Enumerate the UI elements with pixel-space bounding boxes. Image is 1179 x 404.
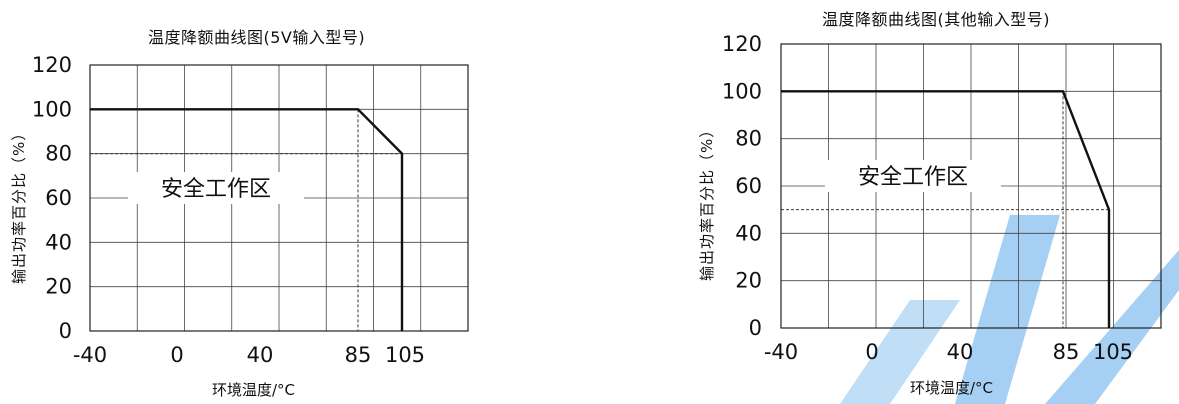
y-tick-label: 100 — [32, 97, 72, 121]
derating-curve — [90, 108, 404, 331]
y-tick-label: 40 — [735, 221, 762, 245]
chart-title: 温度降额曲线图(5V输入型号) — [148, 28, 366, 47]
safe-zone-box — [128, 172, 304, 204]
y-tick-label: 120 — [722, 32, 762, 56]
chart-panel-other: 温度降额曲线图(其他输入型号) 输出功率百分比（%） 环境温度/°C 安全工作区… — [640, 0, 1179, 404]
y-tick-label: 60 — [735, 174, 762, 198]
safe-zone-label: 安全工作区 — [161, 177, 271, 202]
y-tick-label: 80 — [735, 127, 762, 151]
y-tick-label: 20 — [735, 269, 762, 293]
watermark-stripe-left — [955, 215, 1060, 404]
plot-frame — [89, 64, 469, 332]
x-tick-label: 0 — [865, 340, 878, 364]
chart-title: 温度降额曲线图(其他输入型号) — [822, 10, 1050, 29]
safe-zone-label: 安全工作区 — [858, 165, 968, 190]
y-tick-label: 40 — [45, 230, 72, 254]
x-tick-label: 85 — [1053, 340, 1080, 364]
x-axis-label: 环境温度/°C — [910, 379, 994, 397]
x-tick-label: 40 — [247, 343, 274, 367]
plot-frame — [780, 43, 1162, 329]
x-tick-label: 105 — [385, 343, 425, 367]
y-tick-label: 80 — [45, 142, 72, 166]
y-tick-label: 60 — [45, 186, 72, 210]
x-tick-label: 105 — [1093, 340, 1133, 364]
x-tick-label: -40 — [73, 343, 107, 367]
y-tick-label: 20 — [45, 275, 72, 299]
watermark-stripe-right — [840, 300, 960, 404]
y-tick-label: 0 — [59, 319, 72, 343]
x-axis-label: 环境温度/°C — [212, 381, 296, 399]
y-tick-label: 100 — [722, 79, 762, 103]
derating-curve — [781, 90, 1111, 328]
safe-zone-box — [825, 160, 1001, 192]
watermark-stripe-mid — [1045, 250, 1179, 404]
y-tick-label: 0 — [749, 316, 762, 340]
x-tick-label: 40 — [947, 340, 974, 364]
x-tick-label: 85 — [345, 343, 372, 367]
x-tick-label: 0 — [170, 343, 183, 367]
x-tick-label: -40 — [764, 340, 798, 364]
y-tick-label: 120 — [32, 53, 72, 77]
chart-panel-5v: 温度降额曲线图(5V输入型号) 输出功率百分比（%） 环境温度/°C 安全工作区… — [0, 0, 500, 404]
